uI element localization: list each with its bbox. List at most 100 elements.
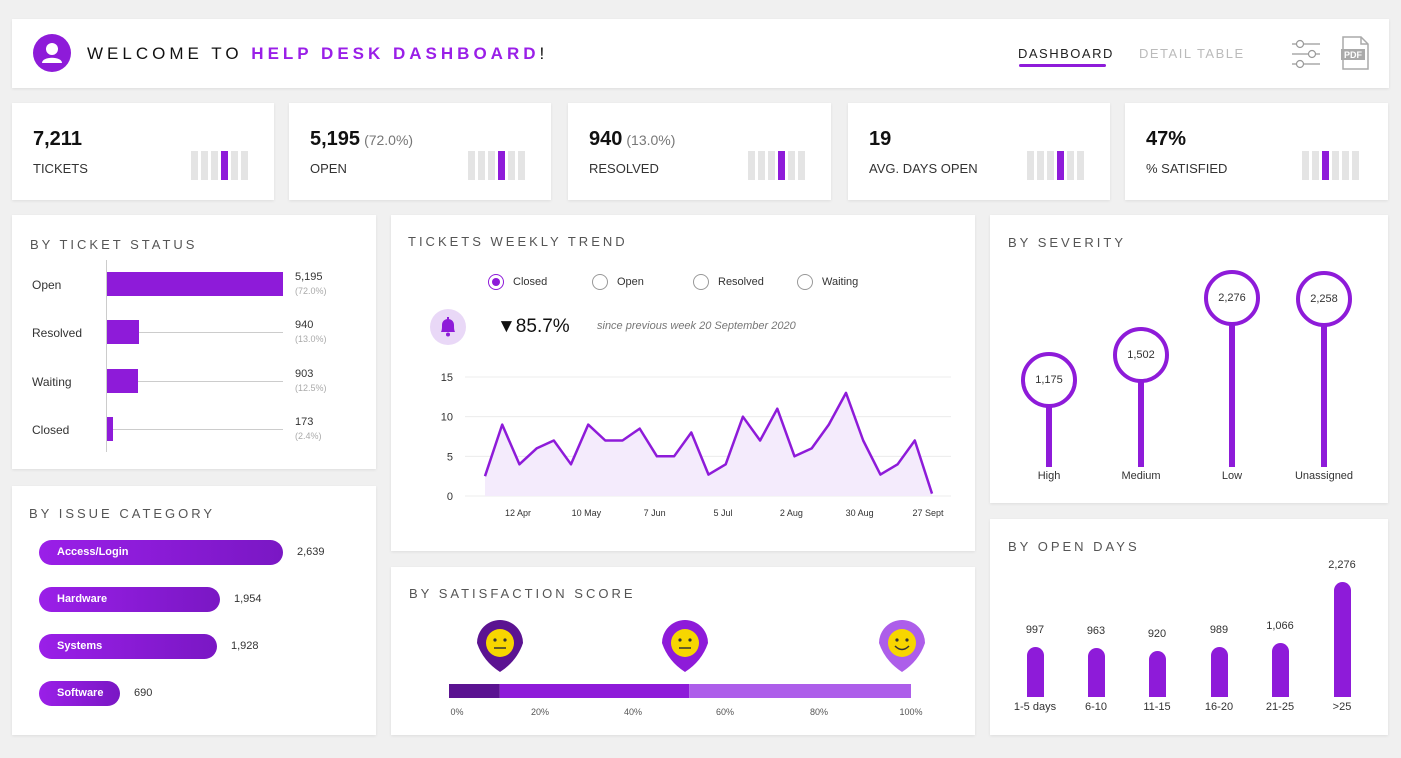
spark-bar <box>1057 151 1064 180</box>
status-pct: (2.4%) <box>295 431 322 441</box>
spark-bar <box>478 151 485 180</box>
spark-bar <box>1322 151 1329 180</box>
category-pill-access-login[interactable]: Access/Login <box>39 540 283 565</box>
satisfaction-tick: 80% <box>809 707 828 717</box>
severity-circle-low[interactable]: 2,276 <box>1204 270 1260 326</box>
trend-line-closed[interactable] <box>483 391 934 494</box>
kpi-card-satisfied: 47% % SATISFIED <box>1125 103 1388 200</box>
spark-bar <box>221 151 228 180</box>
radio-resolved[interactable]: Resolved <box>693 274 764 290</box>
kpi-label: RESOLVED <box>589 161 659 176</box>
status-value: 5,195 <box>295 271 323 283</box>
satisfaction-tick: 0% <box>450 707 464 717</box>
category-pill-software[interactable]: Software <box>39 681 120 706</box>
open-days-label: 16-20 <box>1204 701 1234 713</box>
satisfaction-segment[interactable] <box>689 684 911 698</box>
radio-open[interactable]: Open <box>592 274 644 290</box>
satisfaction-segment[interactable] <box>449 684 500 698</box>
satisfaction-segment[interactable] <box>499 684 690 698</box>
severity-label: Low <box>1221 470 1243 482</box>
open-days-bar[interactable] <box>1334 582 1351 697</box>
severity-circle-high[interactable]: 1,175 <box>1021 351 1077 408</box>
kpi-value: 5,195 (72.0%) <box>310 128 414 150</box>
spark-bar <box>798 151 805 180</box>
radio-label: Open <box>617 275 644 288</box>
spark-bar <box>1077 151 1084 180</box>
radio-label: Waiting <box>822 275 859 288</box>
panel-title: TICKETS WEEKLY TREND <box>408 234 628 249</box>
status-value: 940 <box>295 319 314 331</box>
spark-bar <box>241 151 248 180</box>
satisfaction-tick: 60% <box>715 707 734 717</box>
pdf-export-icon[interactable]: PDF <box>1340 36 1370 75</box>
spark-bar <box>768 151 775 180</box>
open-days-label: 11-15 <box>1143 701 1171 713</box>
open-days-label: 6-10 <box>1084 701 1108 713</box>
status-bar-closed[interactable] <box>107 417 113 441</box>
user-avatar[interactable] <box>33 34 71 72</box>
status-value: 173 <box>295 416 314 428</box>
open-days-value: 920 <box>1147 627 1167 640</box>
svg-text:PDF: PDF <box>1344 50 1363 60</box>
x-tick-label: 12 Apr <box>505 508 531 518</box>
open-days-bar[interactable] <box>1149 650 1166 697</box>
open-days-label: 1-5 days <box>1013 701 1057 713</box>
kpi-sparkbar-icon <box>191 151 248 180</box>
status-label: Closed <box>32 423 70 437</box>
status-pct: (72.0%) <box>295 286 327 296</box>
radio-waiting[interactable]: Waiting <box>797 274 858 290</box>
category-pill-systems[interactable]: Systems <box>39 634 217 659</box>
kpi-value: 47% <box>1146 128 1187 150</box>
smiley-face-icon <box>879 620 925 672</box>
weekly-trend-chart: 0 5 10 15 12 Apr 10 May 7 Jun 5 Jul 2 Aug 30 Aug 2… <box>441 372 951 518</box>
category-value: 1,954 <box>234 593 262 605</box>
open-days-bar[interactable] <box>1088 648 1105 697</box>
kpi-value: 940 (13.0%) <box>589 128 676 150</box>
radio-closed[interactable]: Closed <box>488 274 547 290</box>
severity-circle-unassigned[interactable]: 2,258 <box>1296 271 1352 328</box>
severity-label: Unassigned <box>1294 470 1354 482</box>
open-days-value: 989 <box>1209 624 1229 637</box>
radio-unselected-icon[interactable] <box>592 274 608 290</box>
radio-unselected-icon[interactable] <box>693 274 709 290</box>
open-days-bar[interactable] <box>1027 646 1044 697</box>
neutral-face-icon <box>477 620 523 672</box>
radio-unselected-icon[interactable] <box>797 274 813 290</box>
status-bar-open[interactable] <box>107 272 283 296</box>
status-bar-resolved[interactable] <box>107 320 139 344</box>
status-bar-waiting[interactable] <box>107 369 138 393</box>
spark-bar <box>748 151 755 180</box>
open-days-bar[interactable] <box>1211 647 1228 697</box>
category-value: 2,639 <box>297 546 325 558</box>
radio-selected-icon[interactable] <box>488 274 504 290</box>
y-tick-label: 0 <box>447 491 453 503</box>
ticket-status-panel: BY TICKET STATUS Open 5,195 (72.0%) Reso… <box>12 215 376 469</box>
open-days-value: 1,066 <box>1266 620 1294 633</box>
spark-bar <box>1027 151 1034 180</box>
tab-detail-table[interactable]: DETAIL TABLE <box>1139 46 1245 61</box>
status-value: 903 <box>295 368 314 380</box>
open-days-panel: BY OPEN DAYS 997 1-5 days 963 6-10 920 11-15 9… <box>990 519 1388 735</box>
open-days-label: >25 <box>1332 701 1352 713</box>
spark-bar <box>211 151 218 180</box>
y-tick-label: 15 <box>441 372 453 384</box>
x-tick-label: 10 May <box>572 508 602 518</box>
severity-circle-medium[interactable]: 1,502 <box>1113 327 1169 384</box>
x-tick-label: 7 Jun <box>644 508 666 518</box>
category-pill-hardware[interactable]: Hardware <box>39 587 220 612</box>
issue-category-panel: BY ISSUE CATEGORY Access/Login 2,639 Har… <box>12 486 376 735</box>
spark-bar <box>1342 151 1349 180</box>
kpi-card-resolved: 940 (13.0%) RESOLVED <box>568 103 831 200</box>
tab-dashboard[interactable]: DASHBOARD <box>1018 46 1114 61</box>
kpi-card-open: 5,195 (72.0%) OPEN <box>289 103 551 200</box>
active-tab-indicator <box>1019 64 1106 67</box>
open-days-value: 2,276 <box>1328 559 1356 571</box>
spark-bar <box>201 151 208 180</box>
page-title: WELCOME TO HELP DESK DASHBOARD! <box>87 44 549 63</box>
open-days-bar[interactable] <box>1272 643 1289 697</box>
spark-bar <box>788 151 795 180</box>
kpi-sparkbar-icon <box>468 151 525 180</box>
filter-sliders-icon[interactable] <box>1291 38 1321 75</box>
satisfaction-bar-chart <box>449 620 925 698</box>
y-tick-label: 5 <box>447 451 453 463</box>
